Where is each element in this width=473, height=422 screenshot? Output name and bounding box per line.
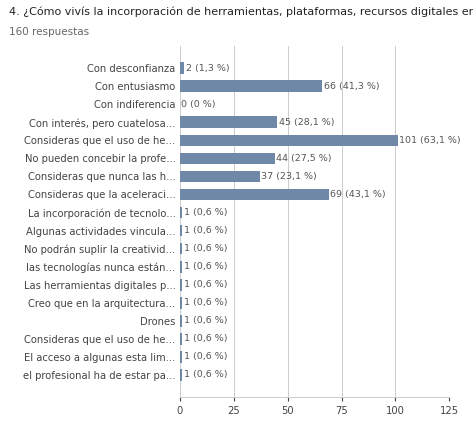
Bar [180,135,398,146]
Bar [180,170,260,182]
Text: 2 (1,3 %): 2 (1,3 %) [186,64,229,73]
Text: 4. ¿Cómo vivís la incorporación de herramientas, plataformas, recursos digitales: 4. ¿Cómo vivís la incorporación de herra… [9,6,473,17]
Text: 1 (0,6 %): 1 (0,6 %) [184,226,227,235]
Text: 1 (0,6 %): 1 (0,6 %) [184,244,227,253]
Text: 1 (0,6 %): 1 (0,6 %) [184,208,227,217]
Bar [180,333,182,345]
Text: 69 (43,1 %): 69 (43,1 %) [330,190,386,199]
Text: 1 (0,6 %): 1 (0,6 %) [184,334,227,344]
Bar [180,80,322,92]
Text: 0 (0 %): 0 (0 %) [181,100,215,109]
Text: 66 (41,3 %): 66 (41,3 %) [324,82,379,91]
Text: 1 (0,6 %): 1 (0,6 %) [184,352,227,361]
Bar [180,152,275,164]
Bar [180,62,184,74]
Bar [180,207,182,219]
Text: 37 (23,1 %): 37 (23,1 %) [261,172,317,181]
Bar [180,225,182,236]
Bar [180,279,182,291]
Text: 45 (28,1 %): 45 (28,1 %) [279,118,334,127]
Bar [180,261,182,273]
Text: 1 (0,6 %): 1 (0,6 %) [184,371,227,379]
Text: 1 (0,6 %): 1 (0,6 %) [184,262,227,271]
Text: 160 respuestas: 160 respuestas [9,27,89,38]
Text: 1 (0,6 %): 1 (0,6 %) [184,316,227,325]
Bar [180,243,182,254]
Bar [180,369,182,381]
Bar [180,315,182,327]
Text: 101 (63,1 %): 101 (63,1 %) [399,136,461,145]
Text: 1 (0,6 %): 1 (0,6 %) [184,298,227,307]
Text: 1 (0,6 %): 1 (0,6 %) [184,280,227,289]
Bar [180,297,182,308]
Bar [180,116,277,128]
Bar [180,189,329,200]
Text: 44 (27,5 %): 44 (27,5 %) [276,154,332,163]
Bar [180,351,182,363]
